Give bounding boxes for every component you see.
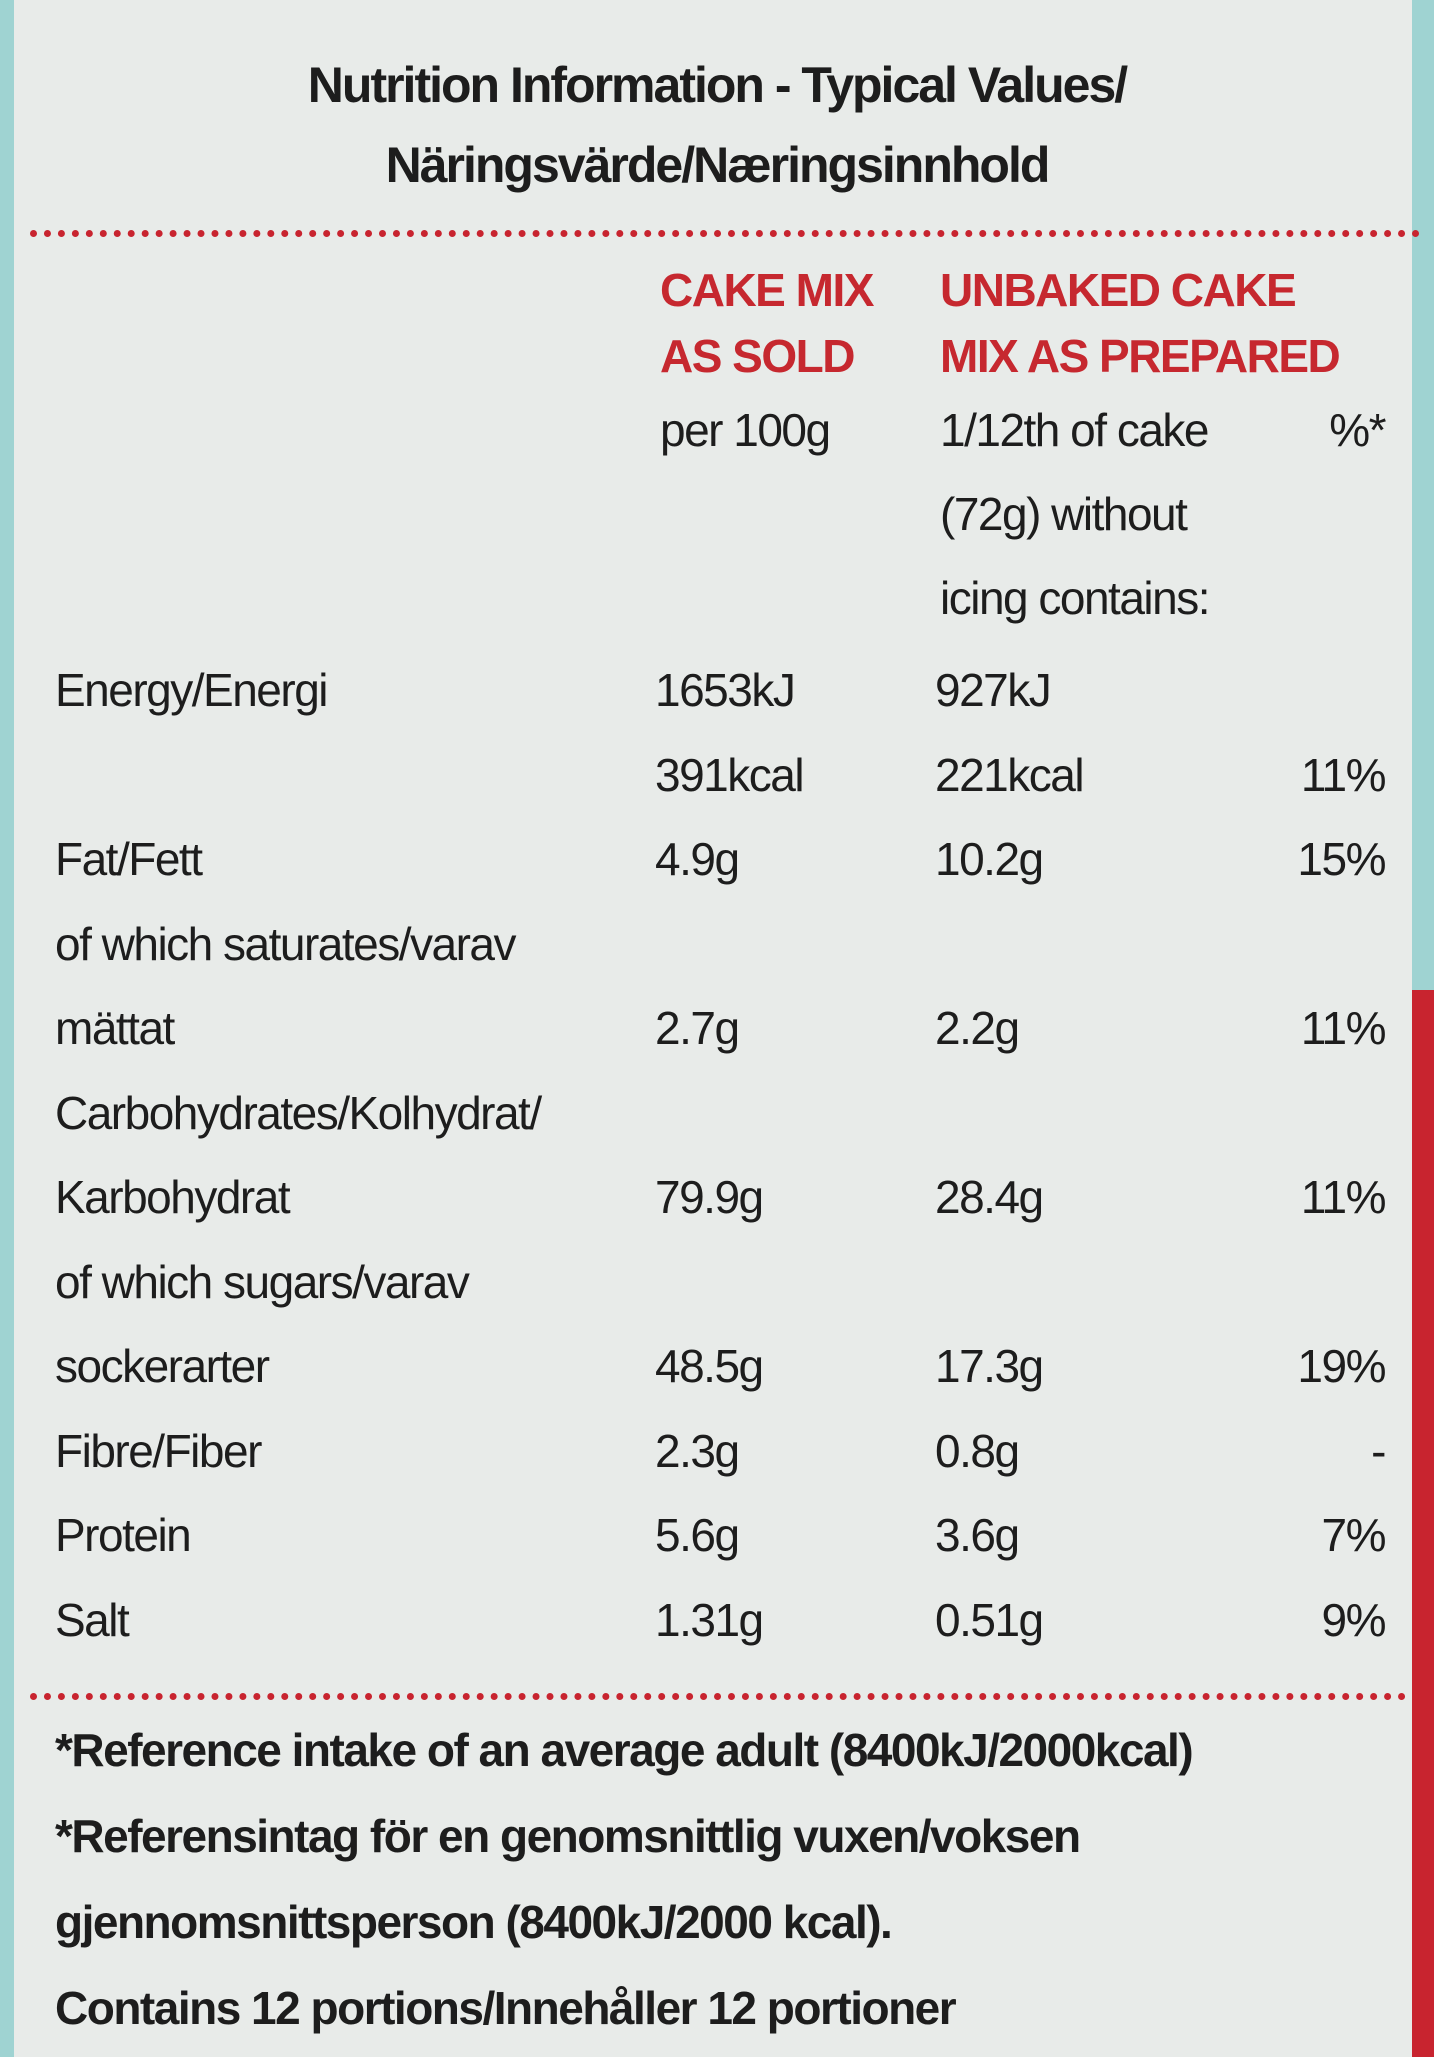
column-subheading: per 100g: [660, 404, 831, 456]
nutrient-value: 79.9g: [655, 1171, 764, 1223]
nutrient-value: 0.51g: [935, 1593, 1044, 1646]
nutrient-value: 15%: [1297, 833, 1386, 885]
footnote: Contains 12 portions/Innehåller 12 porti…: [55, 1982, 957, 2034]
column-subheading: %*: [1329, 404, 1386, 456]
nutrient-label: of which sugars/varav: [55, 1255, 470, 1308]
nutrient-value: 391kcal: [655, 748, 805, 801]
nutrient-value: 0.8g: [935, 1424, 1020, 1477]
nutrient-value: 5.6g: [655, 1509, 740, 1561]
red-edge: [1412, 990, 1434, 2057]
nutrient-value: 19%: [1297, 1340, 1386, 1392]
nutrient-value: 28.4g: [935, 1171, 1044, 1223]
nutrient-label: Carbohydrates/Kolhydrat/: [55, 1086, 542, 1139]
nutrient-label: Salt: [55, 1593, 130, 1646]
nutrient-value: 11%: [1300, 1171, 1387, 1223]
footnote: *Referensintag för en genomsnittlig vuxe…: [55, 1810, 1081, 1862]
dotted-divider: [30, 1693, 1420, 1700]
nutrient-value: 7%: [1321, 1509, 1387, 1561]
column-subheading: 1/12th of cake: [940, 404, 1209, 456]
column-heading: MIX AS PREPARED: [940, 330, 1341, 382]
title: Nutrition Information - Typical Values/: [307, 57, 1128, 113]
nutrient-label: Karbohydrat: [55, 1171, 291, 1223]
footnote: gjennomsnittsperson (8400kJ/2000 kcal).: [55, 1896, 893, 1948]
nutrient-value: 221kcal: [935, 748, 1085, 801]
nutrient-label: Fibre/Fiber: [55, 1424, 262, 1477]
dotted-divider: [30, 230, 1420, 237]
column-heading: CAKE MIX: [660, 264, 874, 316]
column-subheading: (72g) without: [940, 488, 1188, 540]
nutrient-value: 9%: [1321, 1593, 1387, 1646]
nutrient-value: 17.3g: [935, 1340, 1044, 1392]
footnote: *Reference intake of an average adult (8…: [55, 1724, 1194, 1776]
nutrient-label: Fat/Fett: [55, 833, 203, 885]
nutrient-value: 10.2g: [935, 833, 1044, 885]
column-subheading: icing contains:: [940, 572, 1211, 624]
nutrient-label: Protein: [55, 1509, 192, 1561]
nutrient-value: 927kJ: [935, 664, 1052, 716]
nutrient-value: 2.2g: [935, 1002, 1020, 1054]
nutrient-label: Energy/Energi: [55, 664, 329, 716]
column-heading: AS SOLD: [660, 330, 855, 382]
nutrient-value: 48.5g: [655, 1340, 764, 1392]
nutrient-label: sockerarter: [55, 1340, 270, 1392]
nutrient-value: 4.9g: [655, 833, 740, 885]
nutrient-value: -: [1371, 1424, 1386, 1477]
nutrient-value: 1.31g: [655, 1593, 764, 1646]
nutrient-value: 1653kJ: [655, 664, 796, 716]
title: Näringsvärde/Næringsinnhold: [385, 137, 1051, 193]
column-heading: UNBAKED CAKE: [940, 264, 1297, 316]
nutrient-value: 11%: [1300, 748, 1387, 801]
nutrient-value: 2.7g: [655, 1002, 740, 1054]
nutrient-label: of which saturates/varav: [55, 917, 517, 970]
label-panel: [14, 0, 1412, 2057]
nutrient-label: mättat: [55, 1002, 175, 1054]
nutrient-value: 2.3g: [655, 1424, 740, 1477]
nutrient-value: 11%: [1300, 1002, 1387, 1054]
nutrient-value: 3.6g: [935, 1509, 1020, 1561]
